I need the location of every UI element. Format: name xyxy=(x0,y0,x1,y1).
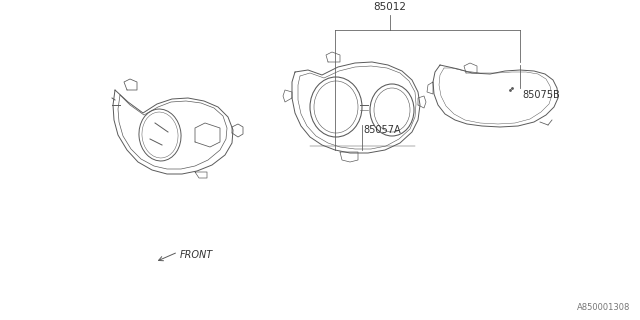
Text: A850001308: A850001308 xyxy=(577,303,630,312)
Text: 85057A: 85057A xyxy=(363,125,401,135)
Text: 85012: 85012 xyxy=(374,2,406,12)
Text: 85075B: 85075B xyxy=(522,90,560,100)
Text: FRONT: FRONT xyxy=(180,250,213,260)
